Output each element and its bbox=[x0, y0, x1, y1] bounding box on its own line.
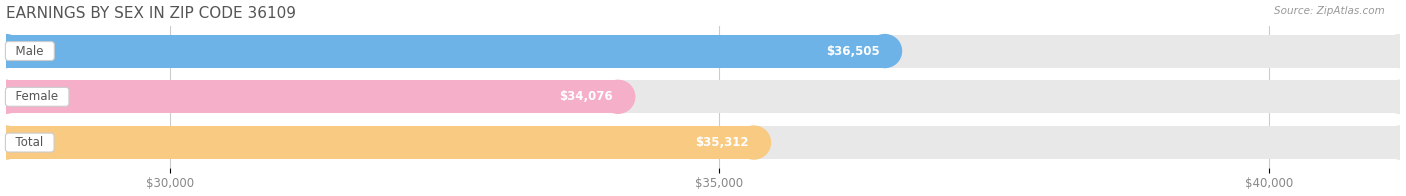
Bar bbox=[6, 126, 1400, 159]
Text: $36,505: $36,505 bbox=[825, 44, 880, 58]
Text: EARNINGS BY SEX IN ZIP CODE 36109: EARNINGS BY SEX IN ZIP CODE 36109 bbox=[6, 5, 295, 21]
Ellipse shape bbox=[1384, 80, 1406, 113]
Ellipse shape bbox=[1384, 34, 1406, 68]
Ellipse shape bbox=[0, 34, 22, 68]
Ellipse shape bbox=[0, 80, 22, 113]
Ellipse shape bbox=[0, 126, 22, 159]
Ellipse shape bbox=[0, 80, 22, 113]
Ellipse shape bbox=[0, 126, 22, 159]
Ellipse shape bbox=[1384, 126, 1406, 159]
Ellipse shape bbox=[868, 34, 901, 68]
Bar bbox=[6, 80, 1400, 113]
Bar bbox=[6, 126, 754, 159]
Bar bbox=[6, 34, 884, 68]
Text: Source: ZipAtlas.com: Source: ZipAtlas.com bbox=[1274, 6, 1385, 16]
Ellipse shape bbox=[1384, 126, 1406, 159]
Ellipse shape bbox=[1384, 34, 1406, 68]
Bar bbox=[6, 80, 619, 113]
Bar bbox=[6, 34, 1400, 68]
Text: Female: Female bbox=[8, 90, 66, 103]
Text: $34,076: $34,076 bbox=[560, 90, 613, 103]
Text: $35,312: $35,312 bbox=[695, 136, 749, 149]
Ellipse shape bbox=[1384, 80, 1406, 113]
Ellipse shape bbox=[0, 34, 22, 68]
Ellipse shape bbox=[602, 80, 634, 113]
Ellipse shape bbox=[737, 126, 770, 159]
Text: Total: Total bbox=[8, 136, 51, 149]
Text: Male: Male bbox=[8, 44, 52, 58]
